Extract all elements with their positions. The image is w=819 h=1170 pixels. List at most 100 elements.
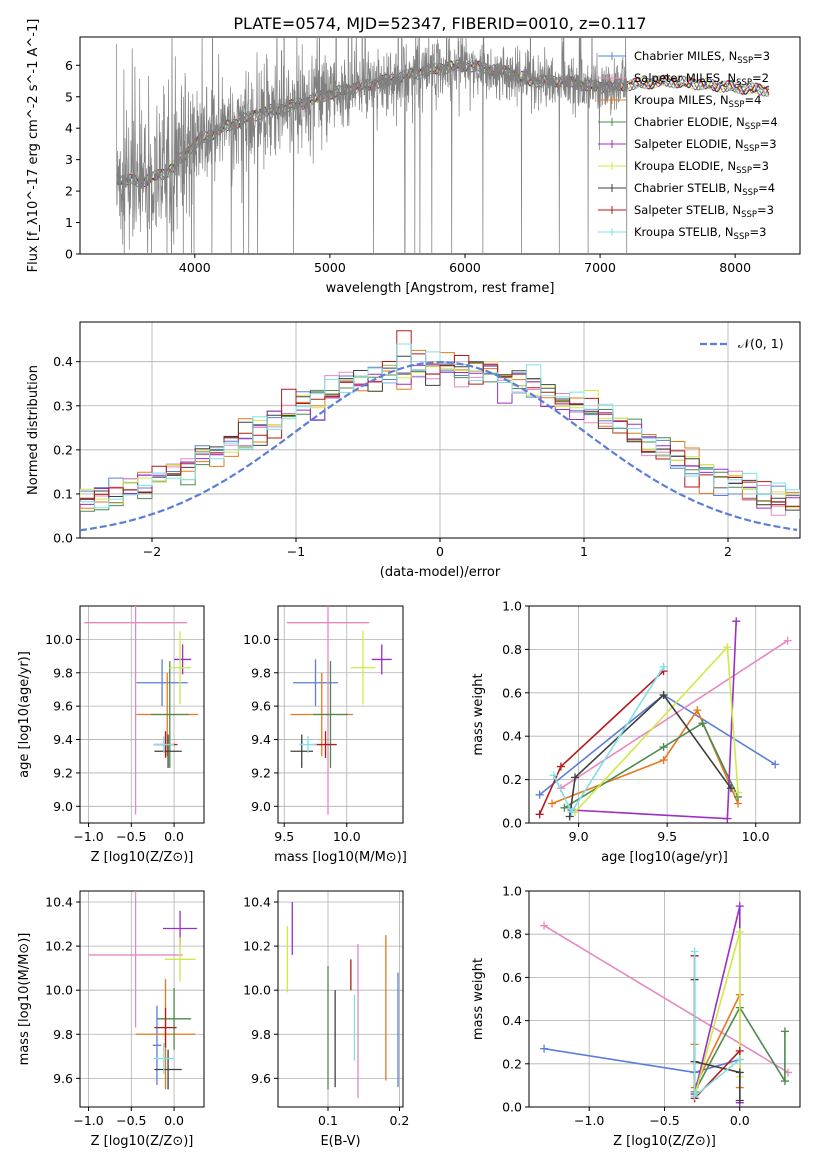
weight-vs-age-xtick-label: 9.5	[657, 829, 677, 844]
age-vs-z-errorbar-point	[136, 659, 188, 707]
mass-vs-z-xlabel: Z [log10(Z/Z⊙)]	[91, 1134, 194, 1149]
age-vs-z-frame	[79, 605, 205, 824]
weight-vs-z-ylabel: mass weight	[471, 958, 486, 1040]
age-vs-z-ytick-label: 9.8	[53, 665, 73, 680]
weight-vs-z-series-marker	[735, 928, 744, 937]
weight-vs-age-series-marker	[771, 760, 780, 769]
weight-vs-z-ytick-label: 1.0	[502, 884, 522, 899]
mass-vs-z-ytick-label: 9.6	[53, 1071, 73, 1086]
mass-vs-z-plot-area	[88, 891, 198, 1090]
gaussian-legend-label: 𝒩(0, 1)	[738, 336, 784, 351]
weight-vs-age-series-marker	[535, 810, 544, 819]
legend-entry: Chabrier ELODIE, NSSP=4	[634, 115, 778, 132]
weight-vs-age-series-marker	[659, 690, 668, 699]
residuals-plot-area	[80, 330, 800, 532]
spectrum-ytick-label: 6	[65, 58, 73, 73]
weight-vs-z-series-marker	[540, 1044, 549, 1053]
age-vs-z-errorbar-point	[174, 644, 192, 675]
weight-vs-age-series-marker	[693, 706, 702, 715]
residuals-xtick-label: 0	[436, 544, 444, 559]
legend-entry-nssp: =3	[749, 225, 766, 239]
mass-vs-ebv-ytick-label: 10.4	[243, 895, 271, 910]
legend-entry-label: Kroupa STELIB, N	[634, 225, 734, 239]
residuals-ylabel: Normed distribution	[26, 365, 41, 495]
spectrum-xtick-label: 7000	[584, 260, 616, 275]
gaussian-curve	[80, 360, 798, 532]
mass-vs-z-errorbar-point	[164, 937, 196, 982]
age-vs-mass-frame	[277, 605, 404, 824]
weight-vs-age-series-marker	[723, 814, 732, 823]
weight-vs-z-series-line	[693, 1005, 786, 1093]
legend-entry-label: Chabrier ELODIE, N	[634, 115, 745, 129]
legend-entry-subscript: SSP	[741, 210, 757, 220]
age-vs-mass-ytick-label: 9.8	[251, 665, 271, 680]
legend-entry-subscript: SSP	[736, 78, 752, 88]
weight-vs-age-ytick-label: 0.4	[502, 729, 522, 744]
legend-entry-nssp: =3	[760, 137, 777, 151]
legend-entry-subscript: SSP	[744, 144, 760, 154]
residuals-xlabel: (data-model)/error	[380, 565, 501, 580]
age-vs-z-errorbar-point	[150, 661, 189, 768]
age-vs-mass-errorbar-point	[314, 731, 337, 758]
mass-vs-z-xtick-label: −1.0	[73, 1113, 103, 1128]
mass-vs-ebv-xtick-label: 0.1	[318, 1113, 338, 1128]
weight-vs-z-series-marker	[780, 1077, 789, 1086]
spectrum-axes: 4000 5000 6000 7000 8000 0 1 2 3 4 5 6 wavelength [A…	[26, 19, 801, 296]
weight-vs-age-axes: 9.0 9.5 10.0 0.0 0.2 0.4 0.6 0.8 1.0 age [log10(a…	[471, 599, 801, 865]
weight-vs-age-ytick-label: 0.2	[502, 772, 522, 787]
age-vs-mass-errorbar-point	[371, 644, 392, 675]
mass-vs-z-xtick-label: −0.5	[116, 1113, 146, 1128]
legend-entry-nssp: =2	[752, 71, 769, 85]
weight-vs-z-series-marker	[690, 947, 699, 956]
residual-histogram-line	[80, 343, 800, 509]
weight-vs-z-xtick-label: 0.0	[730, 1113, 750, 1128]
weight-vs-age-ytick-label: 1.0	[502, 599, 522, 614]
age-vs-mass-ytick-label: 10.0	[243, 632, 271, 647]
age-vs-z-ytick-label: 9.2	[53, 765, 73, 780]
age-vs-z-ytick-label: 10.0	[45, 632, 73, 647]
legend-entry: Kroupa MILES, NSSP=4	[634, 93, 761, 110]
spectrum-ylabel: Flux [f_λ10^-17 erg cm^-2 s^-1 A^-1]	[26, 19, 41, 273]
age-vs-mass-ytick-label: 9.4	[251, 732, 271, 747]
residuals-xtick-label: 2	[724, 544, 732, 559]
weight-vs-z-plot-area	[540, 902, 792, 1107]
spectrum-model-line	[116, 60, 770, 189]
age-vs-mass-xlabel: mass [log10(M/M⊙)]	[274, 850, 407, 865]
age-vs-z-plot-area	[84, 606, 199, 815]
weight-vs-z-ytick-label: 0.6	[502, 970, 522, 985]
legend-entry-nssp: =3	[752, 159, 769, 173]
spectrum-ytick-label: 5	[65, 89, 73, 104]
weight-vs-age-series-marker	[548, 799, 557, 808]
age-vs-z-ytick-label: 9.0	[53, 799, 73, 814]
weight-vs-z-series-marker	[735, 1096, 744, 1105]
legend-entry: Salpeter ELODIE, NSSP=3	[634, 137, 777, 154]
mass-vs-ebv-ytick-label: 9.6	[251, 1071, 271, 1086]
age-vs-z-ytick-label: 9.6	[53, 699, 73, 714]
spectrum-ytick-label: 4	[65, 121, 73, 136]
weight-vs-age-series-marker	[659, 662, 668, 671]
spectrum-model-line	[116, 59, 770, 186]
mass-vs-ebv-ytick-label: 10.0	[243, 983, 271, 998]
legend-entry: Kroupa STELIB, NSSP=3	[634, 225, 766, 242]
weight-vs-z-series-marker	[540, 921, 549, 930]
age-vs-mass-plot-area	[286, 606, 392, 815]
spectrum-model-line	[116, 59, 770, 187]
legend-entry: Chabrier MILES, NSSP=3	[634, 49, 770, 66]
weight-vs-age-series-marker	[734, 788, 743, 797]
spectrum-xlabel: wavelength [Angstrom, rest frame]	[326, 281, 555, 296]
weight-vs-age-series-marker	[732, 617, 741, 626]
weight-vs-age-ylabel: mass weight	[471, 673, 486, 755]
spectrum-model-line	[116, 60, 770, 186]
legend-entry-subscript: SSP	[729, 100, 745, 110]
residuals-xtick-label: −2	[143, 544, 161, 559]
mass-vs-ebv-xlabel: E(B-V)	[320, 1134, 360, 1149]
legend-entry-nssp: =3	[753, 49, 770, 63]
mass-vs-ebv-ytick-label: 10.2	[243, 939, 271, 954]
age-vs-z-xtick-label: 0.0	[164, 829, 184, 844]
mass-vs-z-ytick-label: 10.0	[45, 983, 73, 998]
legend-entry-nssp: =4	[744, 93, 761, 107]
weight-vs-z-xtick-label: −0.5	[649, 1113, 679, 1128]
mass-vs-ebv-plot-area	[286, 902, 399, 1099]
age-vs-z-errorbar-point	[153, 736, 175, 753]
